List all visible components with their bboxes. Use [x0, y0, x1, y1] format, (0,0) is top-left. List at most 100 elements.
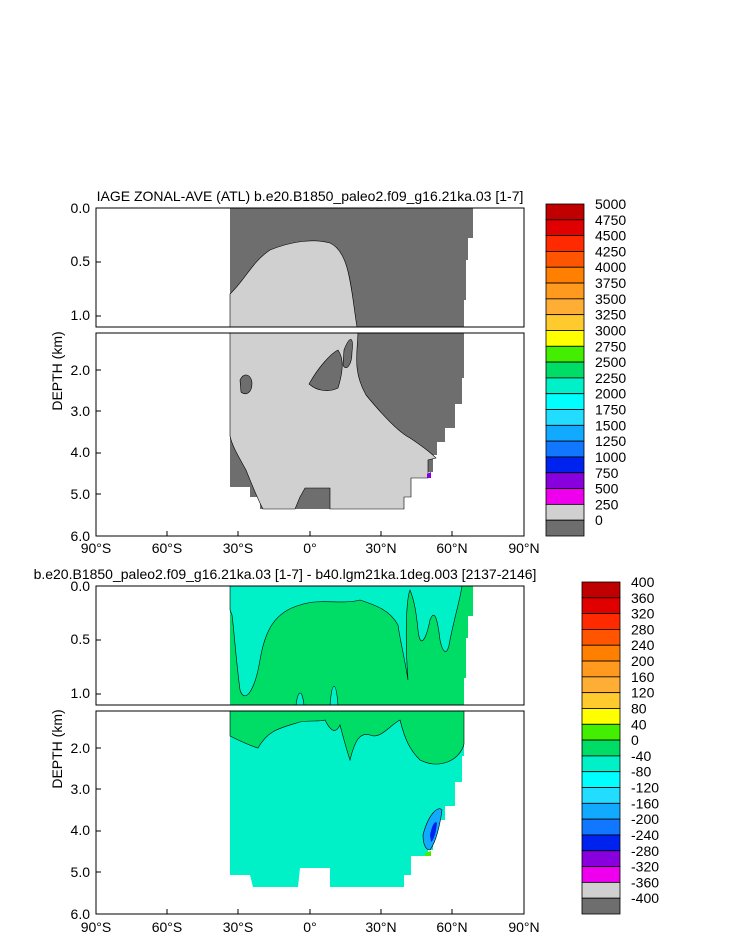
- colorbar-label: 2500: [595, 354, 626, 370]
- colorbar-swatch: [581, 850, 621, 867]
- panel-1-ytick-label: 2.0: [71, 362, 91, 378]
- colorbar-label: 2750: [595, 338, 626, 354]
- colorbar-label: -280: [631, 843, 659, 859]
- colorbar-label: -160: [631, 795, 659, 811]
- panel-2-x-axis: 90°S 60°S 30°S 0° 30°N 60°N 90°N: [81, 909, 540, 935]
- panel-1-upper-light-region: [229, 240, 358, 328]
- colorbar-label: 200: [631, 653, 655, 669]
- panel-2-ytick-label: 2.0: [71, 740, 91, 756]
- panel-1-colorbar: 5000475045004250400037503500325030002750…: [545, 196, 626, 537]
- panel-1-ytick-label: 0.5: [71, 253, 91, 269]
- colorbar-label: -240: [631, 827, 659, 843]
- colorbar-label: 400: [631, 574, 655, 590]
- colorbar-swatch: [545, 440, 585, 458]
- colorbar-label: -200: [631, 811, 659, 827]
- colorbar-label: -400: [631, 890, 659, 906]
- colorbar-swatch: [581, 755, 621, 773]
- panel-2-upper-plot: [95, 585, 525, 706]
- panel-1-xtick-label: 30°S: [223, 540, 254, 556]
- panel-2-colorbar: 40036032028024020016012080400-40-80-120-…: [581, 574, 659, 915]
- panel-1-ytick-label: 5.0: [71, 486, 91, 502]
- colorbar-swatch: [545, 219, 585, 237]
- colorbar-swatch: [581, 818, 621, 836]
- colorbar-label: 4500: [595, 228, 626, 244]
- panel-2-lower-darkblue-spot: [430, 822, 437, 842]
- panel-2-xtick-label: 30°S: [223, 919, 254, 935]
- colorbar-label: 1750: [595, 402, 626, 418]
- colorbar-swatch: [545, 409, 585, 426]
- colorbar-swatch: [545, 282, 585, 300]
- colorbar-swatch: [545, 203, 585, 221]
- panel-1-xtick-label: 60°N: [436, 540, 467, 556]
- panel-1: IAGE ZONAL-AVE (ATL) b.e20.B1850_paleo2.…: [49, 188, 626, 556]
- panel-2-xtick-label: 90°N: [508, 919, 539, 935]
- panel-1-lower-magenta-spot: [427, 472, 431, 478]
- panel-1-ylabel: DEPTH (km): [49, 331, 65, 410]
- colorbar-label: 320: [631, 606, 655, 622]
- colorbar-label: 3250: [595, 307, 626, 323]
- colorbar-label: 3500: [595, 291, 626, 307]
- panel-1-upper-plot: [95, 207, 525, 328]
- panel-1-ytick-label: 1.0: [71, 307, 91, 323]
- colorbar-label: 1000: [595, 449, 626, 465]
- colorbar-label: 750: [595, 465, 619, 481]
- panel-1-lower-dark-spot: [239, 374, 253, 394]
- colorbar-swatch: [545, 456, 585, 474]
- colorbar-swatch: [581, 660, 621, 678]
- colorbar-swatch: [581, 676, 621, 694]
- panel-1-lower-dark-island-b: [342, 339, 353, 369]
- panel-1-xtick-label: 90°S: [81, 540, 112, 556]
- panel-1-ytick-label: 6.0: [71, 528, 91, 544]
- panel-2-upper-cyan-region: [229, 585, 463, 697]
- colorbar-label: 3750: [595, 275, 626, 291]
- panel-1-ytick-label: 0.0: [71, 200, 91, 216]
- colorbar-swatch: [581, 787, 621, 804]
- colorbar-label: 4250: [595, 243, 626, 259]
- panel-2-xtick-label: 60°N: [436, 919, 467, 935]
- panel-2-xtick-label: 60°S: [152, 919, 183, 935]
- colorbar-swatch: [545, 330, 585, 347]
- colorbar-swatch: [581, 723, 621, 741]
- panel-2-ytick-label: 0.5: [71, 631, 91, 647]
- colorbar-swatch: [581, 881, 621, 899]
- panel-2-title: b.e20.B1850_paleo2.f09_g16.21ka.03 [1-7]…: [34, 566, 537, 582]
- colorbar-swatch: [581, 644, 621, 662]
- colorbar-swatch: [545, 488, 585, 505]
- panel-2-ytick-label: 4.0: [71, 822, 91, 838]
- colorbar-swatch: [581, 771, 621, 788]
- colorbar-label: 4000: [595, 259, 626, 275]
- panel-1-title: IAGE ZONAL-AVE (ATL) b.e20.B1850_paleo2.…: [97, 188, 524, 204]
- panel-2-xtick-label: 30°N: [365, 919, 396, 935]
- colorbar-swatch: [581, 834, 621, 852]
- colorbar-swatch: [581, 866, 621, 883]
- colorbar-swatch: [545, 251, 585, 268]
- colorbar-swatch: [581, 802, 621, 820]
- colorbar-swatch: [545, 298, 585, 316]
- colorbar-label: 280: [631, 621, 655, 637]
- panel-2-ytick-label: 5.0: [71, 864, 91, 880]
- colorbar-label: 120: [631, 685, 655, 701]
- colorbar-label: 4750: [595, 212, 626, 228]
- colorbar-label: -40: [631, 748, 651, 764]
- colorbar-swatch: [581, 597, 621, 615]
- colorbar-label: 250: [595, 496, 619, 512]
- colorbar-label: 2250: [595, 370, 626, 386]
- panel-2-ytick-label: 1.0: [71, 685, 91, 701]
- colorbar-swatch: [545, 503, 585, 521]
- colorbar-label: -120: [631, 780, 659, 796]
- panel-1-lower-light-region: [229, 332, 437, 510]
- panel-2-xtick-label: 90°S: [81, 919, 112, 935]
- colorbar-label: 2000: [595, 386, 626, 402]
- panel-2-xtick-label: 0°: [303, 919, 316, 935]
- colorbar-swatch: [545, 266, 585, 284]
- panel-1-lower-plot: [95, 332, 525, 537]
- panel-2-lower-green-spot: [425, 851, 431, 856]
- panel-2-lower-green-region: [229, 710, 465, 765]
- panel-1-xtick-label: 60°S: [152, 540, 183, 556]
- colorbar-label: -320: [631, 859, 659, 875]
- panel-2-y-axis: 0.0 0.5 1.0 2.0 3.0 4.0 5.0 6.0: [71, 578, 101, 922]
- colorbar-swatch: [581, 739, 621, 757]
- colorbar-label: 3000: [595, 322, 626, 338]
- colorbar-label: 160: [631, 669, 655, 685]
